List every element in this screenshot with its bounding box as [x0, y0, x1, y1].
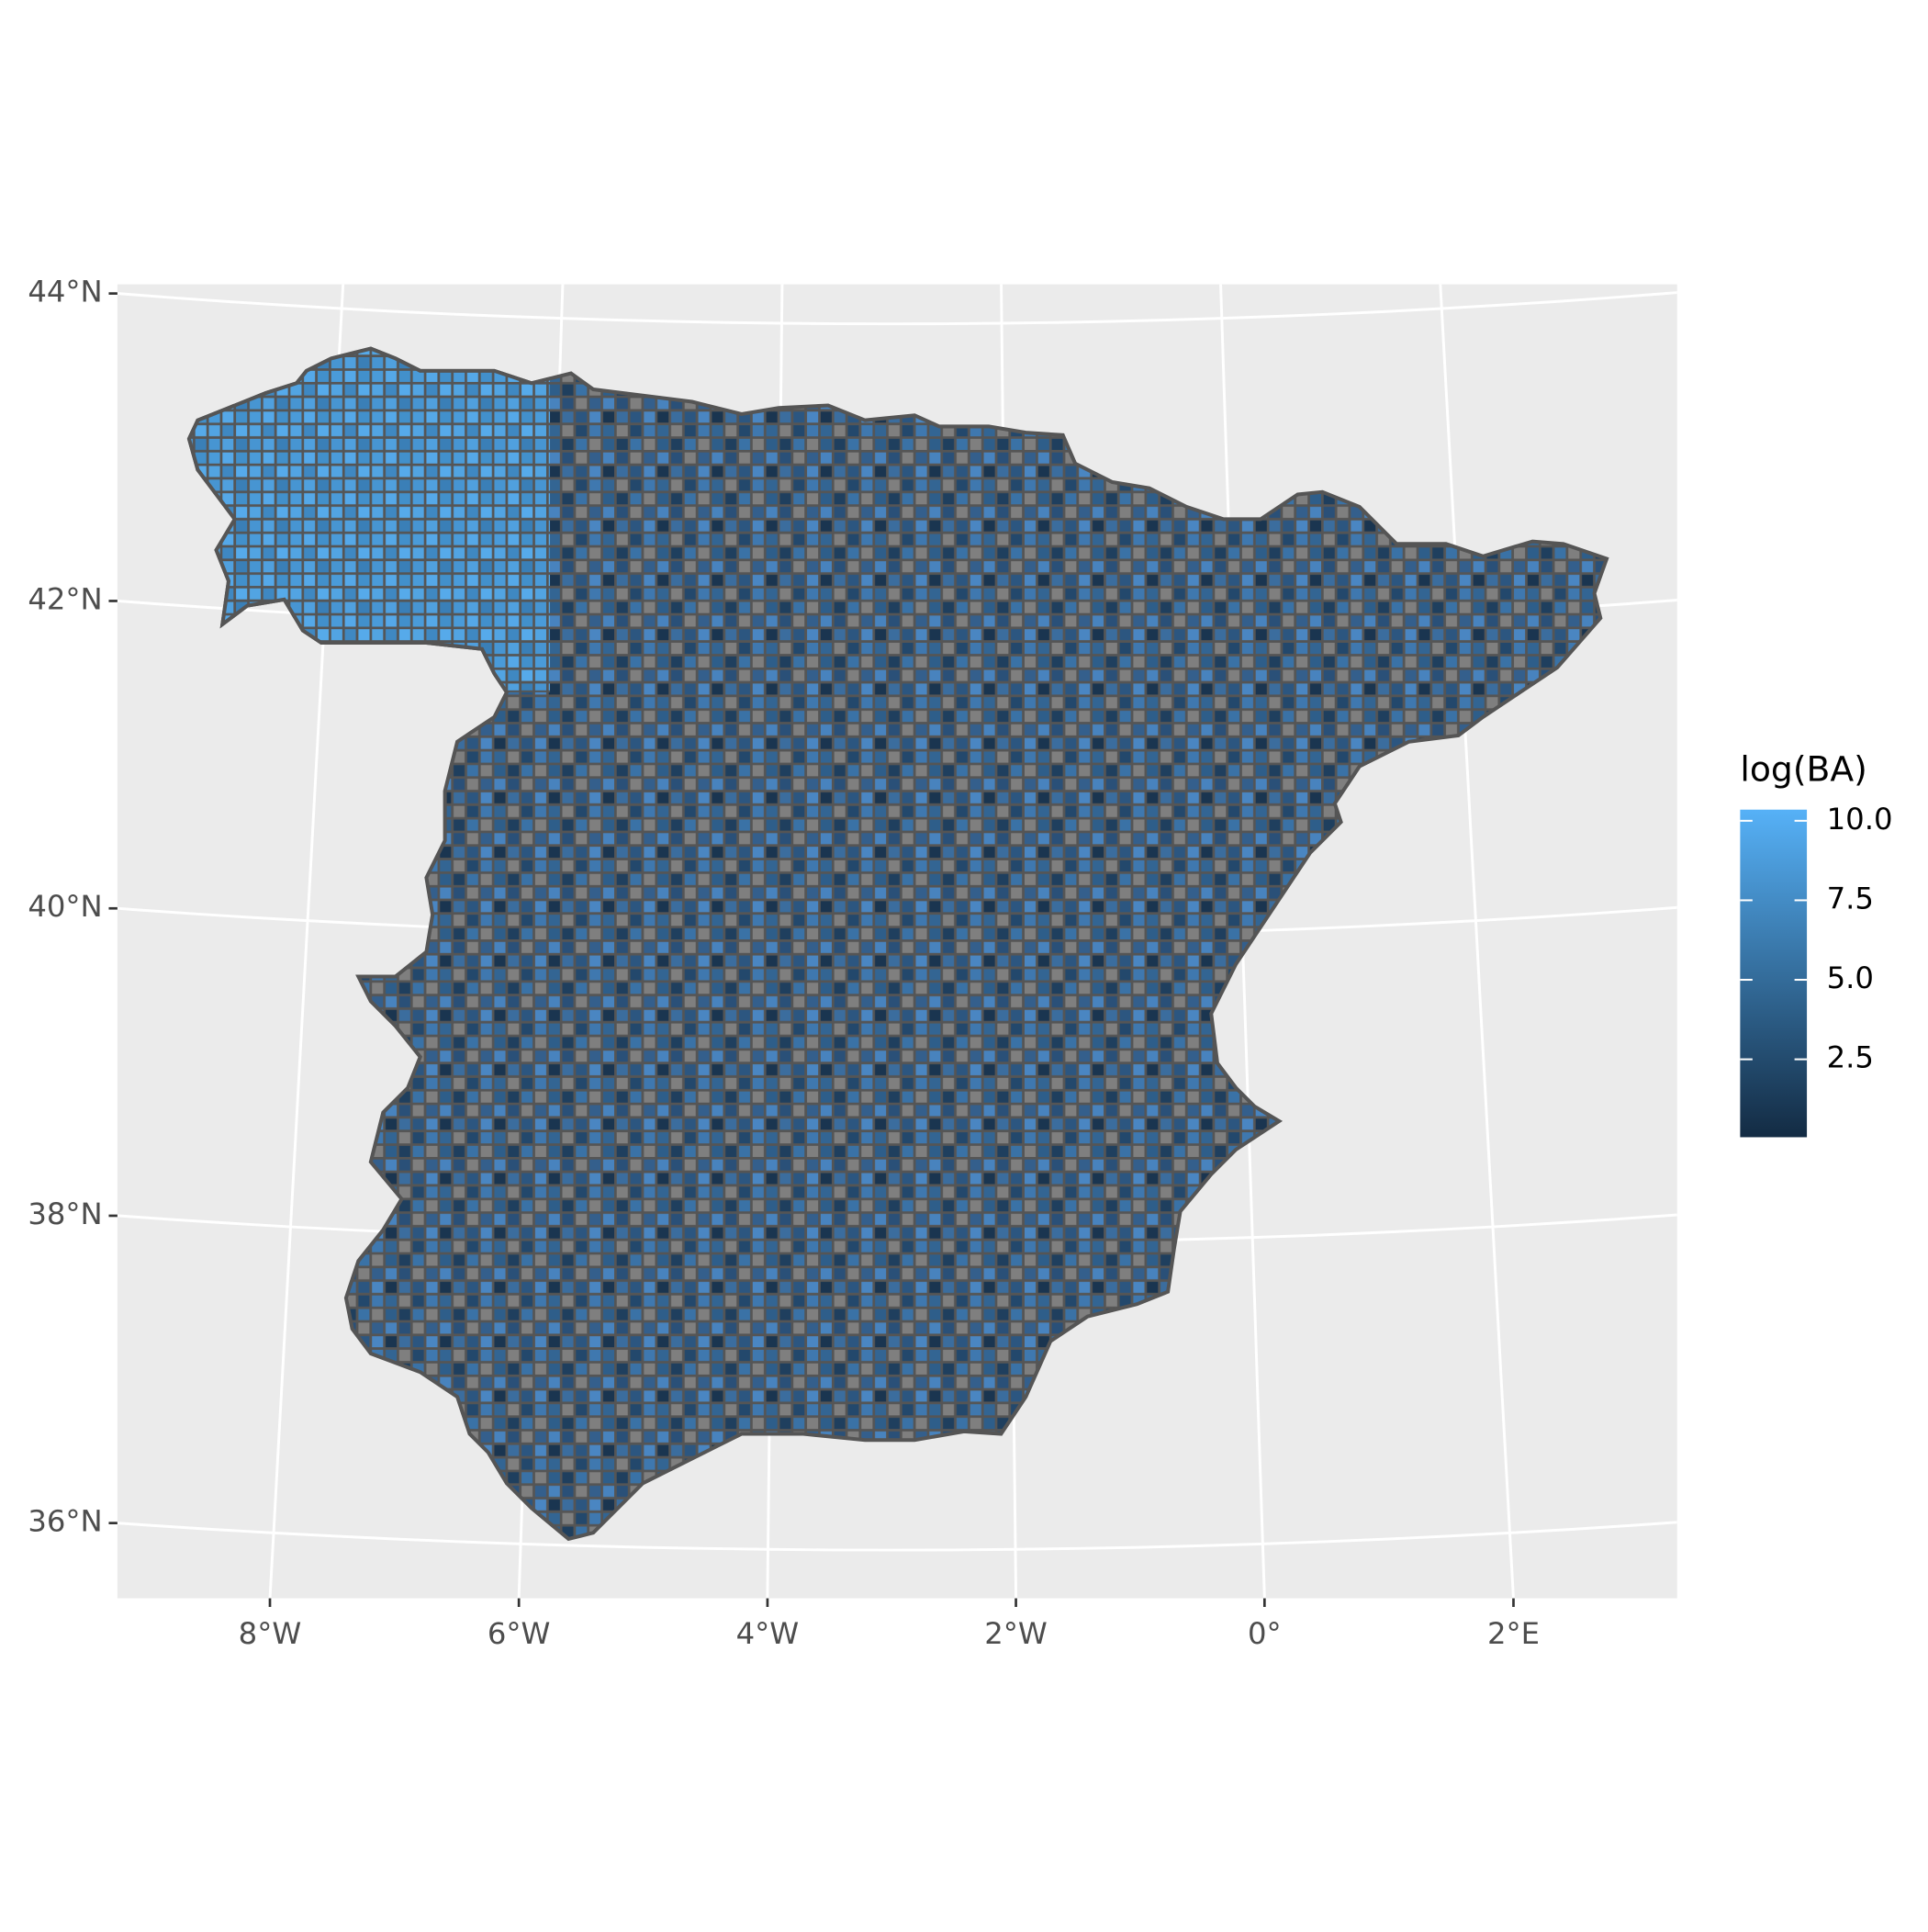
colorbar	[1740, 809, 1808, 1138]
legend-tick-label: 5.0	[1827, 960, 1874, 995]
grid-line	[268, 284, 345, 1599]
x-tick-label: 2°E	[1487, 1616, 1540, 1651]
legend-tick-label: 7.5	[1827, 881, 1874, 915]
x-tick-label: 6°W	[488, 1616, 551, 1651]
grid-line	[1439, 284, 1515, 1599]
legend-title: log(BA)	[1740, 749, 1867, 790]
legend-tick-label: 2.5	[1827, 1040, 1874, 1075]
x-tick-label: 4°W	[736, 1616, 800, 1651]
northwest-cells	[186, 346, 551, 692]
y-tick-label: 36°N	[28, 1504, 102, 1539]
grid-line	[1219, 284, 1266, 1599]
y-tick-label: 42°N	[28, 581, 102, 616]
spain-grid	[186, 346, 1609, 1542]
legend-tick-label: 10.0	[1827, 802, 1893, 837]
northwest-region	[186, 346, 551, 692]
y-tick-label: 38°N	[28, 1196, 102, 1231]
y-tick-label: 40°N	[28, 889, 102, 924]
x-tick-label: 0°	[1248, 1616, 1282, 1651]
grid-line	[117, 291, 1677, 326]
legend: log(BA) 2.5 5.0 7.5 10.0	[1740, 749, 1893, 1138]
x-tick-label: 8°W	[239, 1616, 302, 1651]
axes: 8°W 6°W 4°W 2°W 0° 2°E 36°N 38°N 40°N 42°N 44°N	[28, 275, 1540, 1651]
x-tick-label: 2°W	[984, 1616, 1048, 1651]
grid-line	[117, 1521, 1677, 1552]
y-tick-label: 44°N	[28, 275, 102, 309]
